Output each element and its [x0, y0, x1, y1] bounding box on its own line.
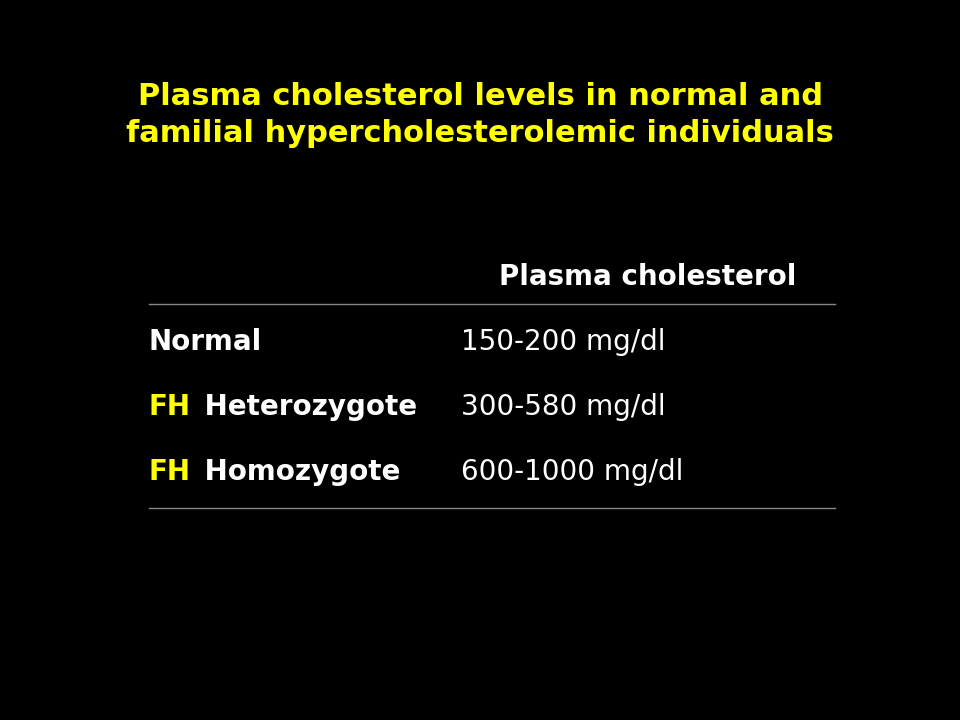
Text: Homozygote: Homozygote: [195, 458, 400, 485]
Text: Heterozygote: Heterozygote: [195, 393, 417, 420]
Text: Plasma cholesterol levels in normal and
familial hypercholesterolemic individual: Plasma cholesterol levels in normal and …: [126, 82, 834, 148]
Text: 150-200 mg/dl: 150-200 mg/dl: [461, 328, 665, 356]
Text: 600-1000 mg/dl: 600-1000 mg/dl: [461, 458, 684, 485]
Text: Plasma cholesterol: Plasma cholesterol: [499, 264, 797, 291]
Text: 300-580 mg/dl: 300-580 mg/dl: [461, 393, 665, 420]
Text: FH: FH: [149, 458, 191, 485]
Text: Normal: Normal: [149, 328, 262, 356]
Text: FH: FH: [149, 393, 191, 420]
